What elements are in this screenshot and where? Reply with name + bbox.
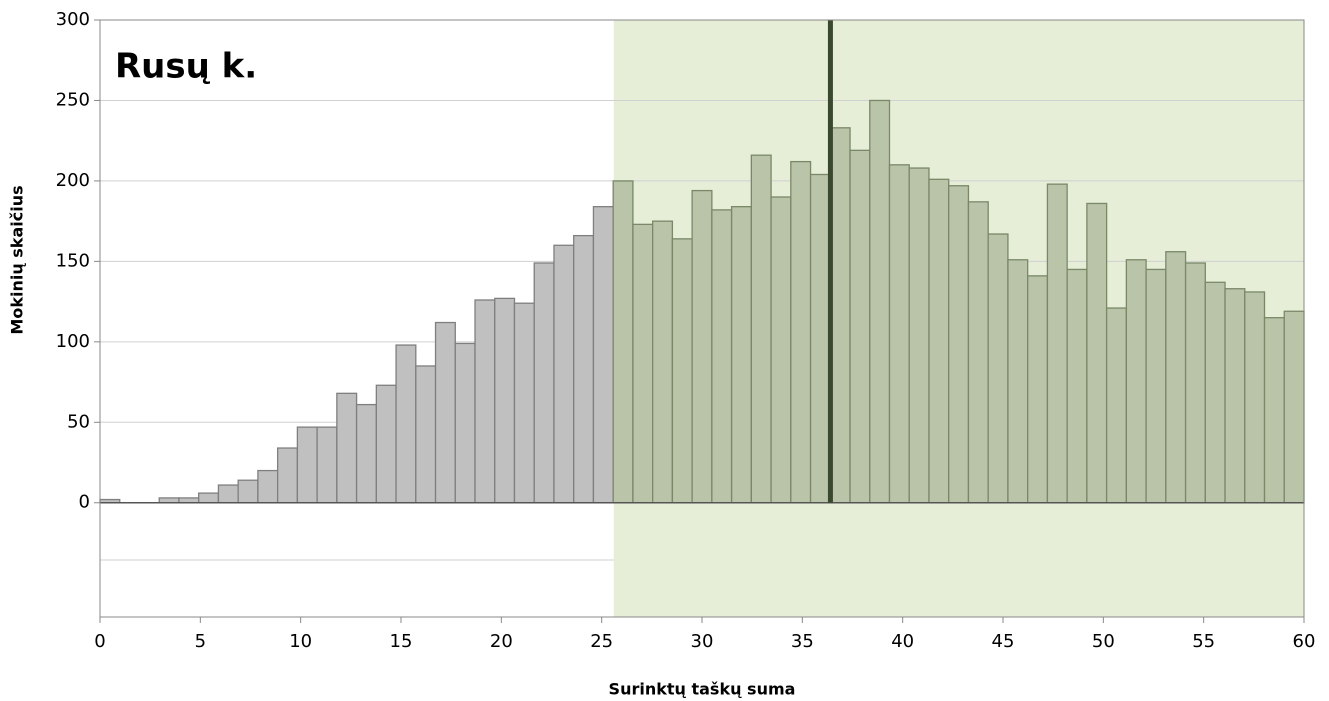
bar (316, 426, 338, 504)
bar (553, 244, 575, 504)
bar (691, 189, 713, 504)
bar (730, 206, 752, 504)
bar (237, 479, 259, 504)
bar (257, 469, 279, 504)
bar (1105, 307, 1128, 504)
x-tick-label: 35 (791, 631, 814, 652)
bar (671, 238, 693, 504)
bar (790, 160, 812, 504)
x-axis-label: Surinktų taškų suma (609, 680, 796, 699)
bar (296, 426, 318, 504)
bar (1125, 259, 1147, 504)
bar (1204, 281, 1226, 504)
x-tick-label: 50 (1092, 631, 1115, 652)
bar (336, 392, 358, 504)
bar (198, 492, 220, 504)
y-tick-label: 300 (56, 9, 90, 30)
bar (967, 201, 989, 504)
bar (869, 99, 891, 504)
bar (612, 180, 634, 504)
x-tick-label: 55 (1192, 631, 1215, 652)
bar (750, 154, 772, 504)
bar (375, 384, 397, 504)
x-tick-label: 40 (891, 631, 914, 652)
bar (987, 233, 1009, 504)
x-tick-label: 45 (992, 631, 1015, 652)
bar (1027, 275, 1049, 504)
bar (592, 206, 614, 504)
bar (434, 321, 456, 504)
bar (770, 196, 792, 504)
bar (355, 403, 377, 504)
y-axis-label: Mokinių skaičius (8, 185, 27, 334)
bar (1066, 268, 1088, 504)
bar (1184, 262, 1206, 504)
bar (1165, 251, 1187, 504)
bar (1224, 288, 1246, 504)
bar (632, 223, 654, 504)
bar (908, 167, 930, 504)
y-tick-label: 0 (79, 492, 90, 513)
x-tick-label: 25 (590, 631, 613, 652)
bar (829, 127, 851, 504)
bar (217, 484, 239, 504)
y-tick-label: 100 (56, 331, 90, 352)
y-tick-label: 50 (67, 411, 90, 432)
bar (415, 365, 437, 504)
chart-title: Rusų k. (115, 47, 257, 87)
bar (1145, 268, 1167, 504)
bar (1263, 317, 1285, 504)
x-tick-label: 5 (195, 631, 206, 652)
bar (652, 220, 674, 504)
y-tick-label: 200 (56, 170, 90, 191)
bar (948, 185, 970, 504)
bar (494, 297, 516, 504)
bar (928, 178, 950, 504)
x-tick-label: 20 (490, 631, 513, 652)
bar (849, 149, 871, 504)
x-tick-label: 30 (691, 631, 714, 652)
bar (1086, 202, 1108, 504)
x-tick-label: 15 (390, 631, 413, 652)
y-tick-label: 250 (56, 89, 90, 110)
bar (454, 342, 476, 504)
bar (809, 173, 831, 504)
bar (888, 164, 910, 504)
x-tick-label: 10 (289, 631, 312, 652)
bar (395, 344, 417, 504)
x-tick-label: 0 (94, 631, 105, 652)
bar (711, 209, 733, 504)
bar (1046, 183, 1068, 504)
bar (474, 299, 496, 504)
bar (533, 262, 555, 504)
y-tick-label: 150 (56, 250, 90, 271)
x-tick-label: 60 (1293, 631, 1316, 652)
bar (513, 302, 535, 504)
bar (276, 447, 299, 504)
bar (1007, 259, 1029, 504)
bar (573, 234, 595, 504)
bar (1283, 310, 1305, 504)
bar (1244, 291, 1266, 504)
